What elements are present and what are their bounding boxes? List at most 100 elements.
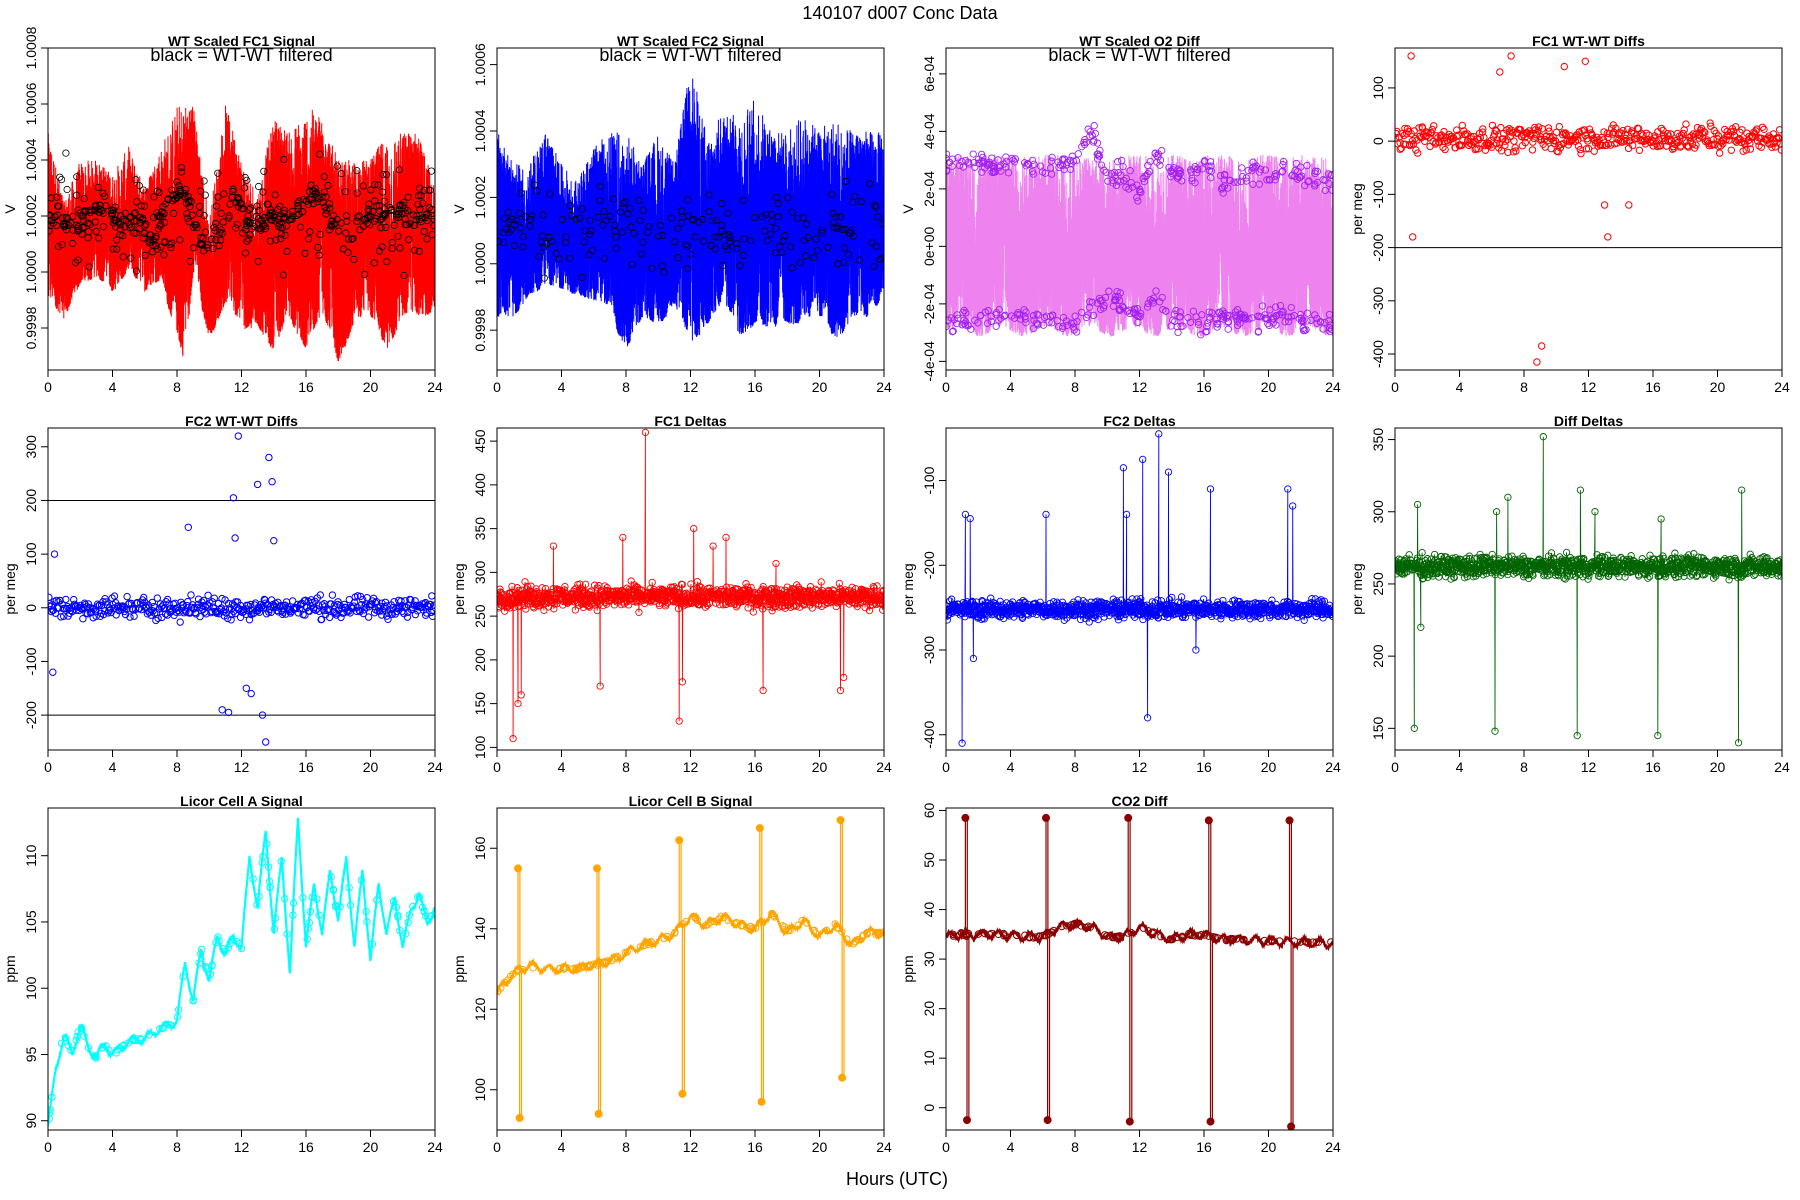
data-point: [1079, 603, 1088, 612]
x-tick-label: 24: [427, 379, 443, 395]
data-point: [126, 613, 134, 621]
data-point: [137, 202, 145, 210]
data-point: [401, 209, 410, 217]
data-point: [1602, 141, 1611, 150]
data-point: [691, 233, 699, 241]
data-point: [1200, 157, 1209, 165]
data-point: [767, 210, 775, 218]
data-point: [1063, 321, 1071, 329]
data-point: [412, 216, 420, 224]
x-tick-label: 0: [942, 759, 950, 775]
data-point: [1629, 141, 1637, 150]
data-point: [1207, 162, 1215, 170]
data-point: [1073, 328, 1081, 336]
x-tick-label: 8: [1071, 379, 1079, 395]
data-point: [948, 155, 957, 163]
data-point: [742, 580, 750, 588]
data-point: [386, 203, 394, 212]
data-point: [1248, 167, 1256, 175]
data-point: [1682, 120, 1690, 128]
data-point: [328, 222, 336, 231]
data-point: [1535, 123, 1543, 131]
data-point: [774, 213, 783, 221]
data-point: [116, 231, 124, 239]
data-point: [596, 196, 604, 204]
data-point: [1060, 165, 1068, 174]
data-point: [419, 199, 427, 207]
data-point: [379, 170, 387, 179]
data-point: [1313, 178, 1322, 187]
data-point: [355, 212, 363, 220]
data-point: [1078, 600, 1086, 608]
data-point: [430, 601, 435, 609]
y-tick-label: -100: [921, 466, 937, 494]
data-point: [813, 247, 822, 255]
data-point: [152, 242, 160, 250]
data-point: [791, 601, 800, 609]
data-point: [403, 613, 412, 621]
data-point: [1107, 170, 1116, 178]
data-point: [420, 227, 428, 235]
panel-title: FC1 Deltas: [654, 413, 727, 429]
x-tick-label: 24: [1325, 379, 1341, 395]
x-tick-label: 16: [1196, 759, 1212, 775]
y-tick-label: 150: [1370, 716, 1386, 740]
data-point: [1509, 129, 1517, 137]
data-point: [1576, 570, 1584, 579]
data-point: [1441, 145, 1449, 154]
data-point: [566, 202, 575, 210]
data-point: [799, 214, 807, 222]
data-point: [63, 185, 71, 194]
data-point: [124, 600, 133, 608]
y-tick-label: 2e-04: [921, 171, 937, 207]
data-point: [201, 603, 210, 611]
data-point: [636, 216, 644, 224]
data-point: [510, 603, 519, 611]
data-point: [390, 598, 398, 606]
data-point: [327, 222, 335, 230]
data-point: [68, 607, 77, 616]
x-tick-label: 24: [876, 759, 892, 775]
data-point: [189, 223, 198, 231]
panel-title: FC2 WT-WT Diffs: [185, 413, 298, 429]
data-point: [212, 219, 220, 227]
data-point: [1481, 146, 1490, 154]
y-axis-label: per meg: [2, 563, 18, 614]
data-point: [630, 229, 638, 237]
y-tick-label: 1.0006: [472, 43, 488, 86]
data-point: [428, 206, 435, 214]
data-point: [1109, 179, 1117, 187]
data-point: [711, 233, 719, 241]
data-point: [1263, 176, 1271, 184]
data-point: [877, 593, 884, 602]
data-point: [268, 478, 276, 486]
data-point: [1177, 322, 1185, 330]
data-point: [1022, 318, 1030, 327]
data-point: [343, 217, 351, 225]
data-point: [1445, 555, 1453, 564]
data-point: [115, 218, 123, 226]
data-point: [141, 251, 149, 259]
x-tick-label: 12: [1581, 759, 1597, 775]
data-point: [774, 200, 783, 208]
data-point: [1706, 119, 1714, 127]
data-point: [635, 196, 643, 204]
data-point: [1328, 604, 1333, 612]
data-point: [155, 212, 163, 220]
data-point: [1279, 157, 1288, 166]
data-point: [52, 193, 61, 201]
data-point: [236, 613, 245, 621]
data-point: [1625, 201, 1633, 209]
data-point: [229, 187, 237, 196]
series-3: [946, 287, 1333, 339]
data-point: [1588, 132, 1597, 140]
y-tick-label: 300: [23, 435, 39, 459]
data-point: [645, 222, 653, 231]
data-point: [599, 221, 607, 229]
x-tick-label: 8: [622, 759, 630, 775]
data-point: [294, 202, 302, 210]
data-point: [1074, 596, 1082, 604]
data-point: [360, 270, 369, 278]
data-point: [1028, 167, 1037, 176]
